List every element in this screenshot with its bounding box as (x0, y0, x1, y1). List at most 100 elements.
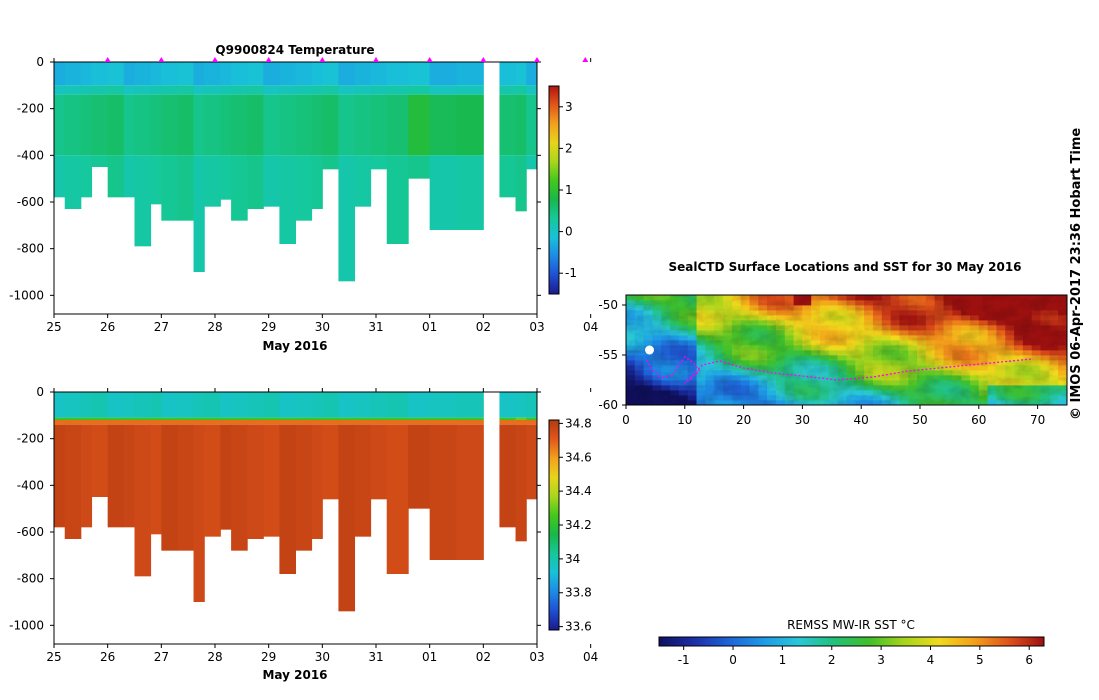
salinity-colorbar (548, 419, 560, 631)
section-cell (338, 155, 356, 282)
section-cell (553, 392, 570, 418)
section-cell (220, 155, 232, 200)
map-x-tick-label: 50 (912, 413, 927, 427)
section-cell (408, 420, 431, 425)
section-cell (204, 424, 221, 537)
sst-y-axis: -50 -55 -60 (598, 298, 626, 412)
section-cell (311, 417, 323, 420)
section-cell (311, 155, 323, 209)
section-cell (80, 417, 93, 420)
section-cell (515, 62, 527, 86)
section-cell (370, 94, 388, 156)
section-cell (263, 420, 280, 425)
temperature-plot-frame (53, 61, 538, 315)
profile-marker (158, 57, 165, 62)
section-cell (279, 62, 296, 86)
section-cell (247, 420, 264, 425)
section-cell (408, 155, 431, 179)
section-cell (177, 420, 195, 425)
section-cell (499, 420, 517, 425)
section-cell (204, 62, 221, 86)
profile-markers (104, 57, 589, 62)
section-cell (263, 85, 280, 95)
section-cell (231, 424, 248, 551)
section-cell (499, 94, 517, 156)
colorbar-tick-label: 0 (565, 225, 573, 239)
section-cell (386, 155, 409, 244)
x-tick-label: 04 (583, 320, 598, 334)
temperature-panel: Q9900824 Temperature 0 -200 -400 -600 -800 -1… (9, 43, 598, 353)
imos-timestamp: © IMOS 06-Apr-2017 23:36 Hobart Time (1069, 127, 1084, 420)
section-cell (456, 417, 484, 420)
section-cell (91, 424, 109, 497)
section-cell (526, 392, 537, 418)
section-cell (354, 155, 372, 207)
section-cell (354, 62, 372, 86)
section-cell (386, 62, 409, 86)
section-cell (193, 85, 205, 95)
section-cell (295, 417, 313, 420)
x-tick-label: 03 (529, 320, 544, 334)
section-cell (107, 417, 125, 420)
section-cell (279, 417, 296, 420)
section-cell (499, 155, 517, 198)
map-x-tick-label: 20 (736, 413, 751, 427)
section-cell (354, 392, 372, 418)
section-cell (247, 417, 264, 420)
section-cell (295, 424, 313, 551)
section-cell (91, 94, 109, 156)
section-cell (569, 62, 586, 85)
section-cell (134, 85, 152, 95)
x-tick-label: 02 (476, 650, 491, 664)
section-cell (231, 155, 248, 221)
colorbar-tick-label: 34.6 (565, 450, 592, 464)
temperature-colorbar-ticks: -1 0 1 2 3 (559, 100, 577, 280)
section-cell (408, 424, 431, 509)
section-cell (354, 85, 372, 95)
section-cell (295, 155, 313, 221)
section-cell (231, 94, 248, 156)
x-tick-label: 25 (46, 650, 61, 664)
section-cell (80, 420, 93, 425)
section-cell (354, 420, 372, 425)
section-cell (456, 94, 484, 156)
temperature-section (54, 62, 586, 282)
sst-colorbar-label: REMSS MW-IR SST °C (787, 618, 915, 632)
temperature-title: Q9900824 Temperature (215, 43, 374, 57)
section-cell (499, 62, 517, 86)
profile-marker (212, 57, 218, 62)
section-cell (123, 420, 135, 425)
section-cell (64, 417, 82, 420)
section-cell (107, 424, 125, 528)
section-cell (177, 392, 195, 418)
section-cell (54, 392, 66, 418)
section-cell (123, 417, 135, 420)
x-tick-label: 01 (422, 650, 437, 664)
section-cell (386, 85, 409, 95)
section-cell (177, 424, 195, 551)
salinity-y-axis: 0 -200 -400 -600 -800 -1000 (9, 385, 541, 632)
section-cell (193, 94, 205, 156)
map-y-tick-label: -60 (598, 398, 618, 412)
section-cell (408, 417, 431, 420)
colorbar-tick-label: 34.2 (565, 518, 592, 532)
profile-marker (373, 57, 379, 62)
colorbar-tick-label: 3 (565, 100, 573, 114)
x-tick-label: 28 (207, 320, 222, 334)
section-cell (91, 420, 109, 425)
section-cell (247, 424, 264, 539)
y-tick-label: -1000 (9, 288, 44, 302)
section-cell (408, 62, 431, 86)
section-cell (279, 94, 296, 156)
section-cell (429, 392, 457, 418)
salinity-plot-frame (53, 391, 538, 645)
section-cell (311, 85, 323, 95)
section-cell (54, 424, 66, 528)
section-cell (569, 85, 586, 94)
section-cell (499, 424, 517, 528)
section-cell (263, 155, 280, 207)
section-cell (456, 392, 484, 418)
x-tick-label: 30 (315, 320, 330, 334)
section-cell (193, 420, 205, 425)
sst-colorbar-tick-label: 0 (729, 653, 737, 667)
